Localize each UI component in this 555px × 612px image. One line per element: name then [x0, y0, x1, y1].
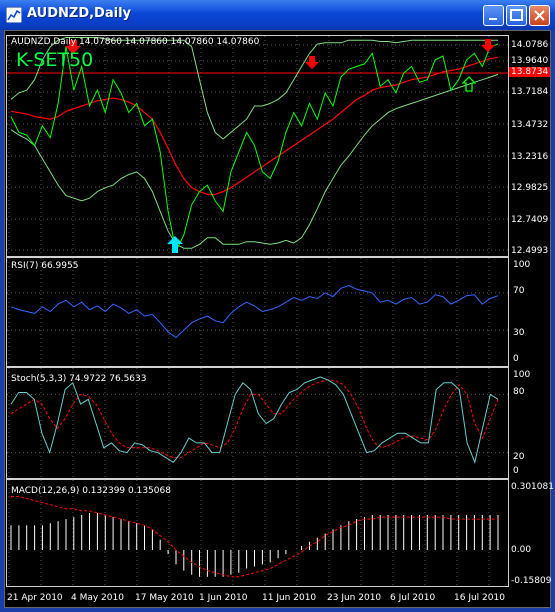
price-line [10, 43, 499, 253]
upper-band-line [10, 37, 498, 140]
moving-average-line [10, 56, 499, 195]
time-tick: 17 May 2010 [135, 593, 194, 603]
rsi-tick: 0 [513, 354, 519, 364]
time-tick: 21 Apr 2010 [7, 593, 63, 603]
price-tick: 13.4732 [511, 120, 549, 130]
maximize-button[interactable] [506, 5, 527, 26]
stoch-tick: 80 [513, 387, 525, 397]
macd-header: MACD(12,26,9) 0.132399 0.135068 [11, 486, 171, 496]
time-tick: 4 May 2010 [71, 593, 124, 603]
close-icon [534, 10, 545, 21]
price-tick: 14.0786 [511, 40, 549, 50]
time-tick: 6 Jul 2010 [390, 593, 436, 603]
rsi-chart [7, 258, 508, 366]
maximize-icon [510, 9, 523, 21]
down-arrow-icon [481, 39, 495, 52]
macd-tick: -0.15809 [511, 576, 552, 586]
stoch-panel[interactable]: Stoch(5,3,3) 74.9722 76.5633 [6, 367, 509, 479]
minimize-icon [489, 18, 497, 20]
price-panel[interactable]: AUDNZD,Daily 14.07860 14.07860 14.07860 … [6, 35, 509, 257]
chart-window-icon [6, 7, 22, 23]
macd-tick: 0.00 [511, 545, 532, 555]
rsi-tick: 70 [513, 286, 525, 296]
stoch-tick: 20 [513, 452, 525, 462]
price-tick: 13.2316 [511, 152, 549, 162]
rsi-tick: 100 [513, 260, 531, 270]
macd-panel[interactable]: MACD(12,26,9) 0.132399 0.135068 [6, 479, 509, 587]
time-tick: 16 Jul 2010 [454, 593, 505, 603]
close-button[interactable] [529, 5, 550, 26]
lower-band-line [10, 73, 499, 249]
rsi-panel[interactable]: RSI(7) 66.9955 [6, 257, 509, 367]
stoch-main-line [10, 376, 499, 464]
minimize-button[interactable] [483, 5, 504, 26]
time-tick: 1 Jun 2010 [199, 593, 248, 603]
up-arrow-icon [167, 236, 183, 253]
macd-chart [8, 480, 499, 586]
title-bar[interactable]: AUDNZD,Daily [0, 0, 555, 30]
stoch-header: Stoch(5,3,3) 74.9722 76.5633 [11, 374, 147, 384]
rsi-header: RSI(7) 66.9955 [11, 261, 79, 271]
price-tick: 12.4993 [511, 246, 549, 256]
price-tick: 12.9825 [511, 183, 549, 193]
price-badge-red: 13.8734 [509, 67, 551, 77]
down-arrow-icon [305, 56, 319, 69]
up-arrow-icon [461, 76, 477, 92]
rsi-line [10, 284, 499, 339]
window-title: AUDNZD,Daily [27, 6, 131, 21]
rsi-tick: 30 [513, 328, 525, 338]
down-arrow-icon [65, 40, 81, 54]
stoch-tick: 100 [513, 370, 531, 380]
watermark-text: K-SET50 [16, 49, 94, 71]
price-tick: 13.7184 [511, 87, 549, 97]
price-tick: 12.7409 [511, 215, 549, 225]
stoch-tick: 0 [513, 466, 519, 476]
price-header: AUDNZD,Daily 14.07860 14.07860 14.07860 … [11, 37, 260, 47]
time-tick: 11 Jun 2010 [262, 593, 317, 603]
price-tick: 13.9640 [511, 56, 549, 66]
macd-tick: 0.301081 [511, 482, 554, 492]
stoch-chart [7, 368, 508, 478]
stoch-signal-line [10, 379, 499, 458]
time-tick: 23 Jun 2010 [327, 593, 382, 603]
price-chart [7, 36, 508, 256]
